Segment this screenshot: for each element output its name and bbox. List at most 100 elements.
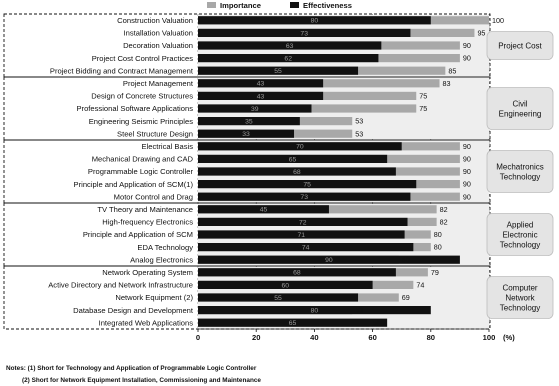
category-label-line: Network [505,294,535,303]
effectiveness-value: 72 [299,219,307,226]
row-label: Project Management [123,79,194,88]
importance-value: 90 [463,41,471,50]
row-label: EDA Technology [137,243,193,252]
effectiveness-value: 55 [274,295,282,302]
category-label-line: Computer [502,284,537,293]
effectiveness-bar [198,79,324,88]
category-label: Project Cost [498,42,542,51]
row-label: Professional Software Applications [76,104,193,113]
row-label: Network Equipment (2) [115,293,193,302]
category-label: Civil Engineering [499,100,542,119]
row-label: Integrated Web Applications [99,318,194,327]
note-2: (2) Short for Network Equipment Installa… [22,377,261,384]
effectiveness-value: 33 [242,131,250,138]
importance-value: 90 [463,192,471,201]
effectiveness-value: 90 [325,257,333,264]
category-box [486,276,554,319]
importance-value: 90 [463,167,471,176]
category-label: Applied Electronic Technology [500,221,540,250]
effectiveness-bar [198,318,388,327]
category-label-line: Technology [500,173,540,182]
category-label-line: Technology [500,241,540,250]
effectiveness-value: 80 [311,308,319,315]
category-label-line: Project Cost [498,42,542,51]
row-label: Steel Structure Design [117,129,193,138]
row-label: Analog Electronics [130,255,193,264]
importance-value: 90 [463,180,471,189]
importance-value: 79 [431,268,439,277]
effectiveness-bar [198,255,460,264]
category-label: Computer Network Technology [500,284,540,313]
row-label: Construction Valuation [117,16,193,25]
effectiveness-bar [198,180,417,189]
category-label: Mechatronics Technology [496,163,544,182]
category-box [486,87,554,130]
category-label-line: Mechatronics [496,163,544,172]
effectiveness-bar [198,66,359,75]
category-box [486,213,554,256]
effectiveness-value: 68 [293,270,301,277]
effectiveness-value: 55 [274,68,282,75]
effectiveness-value: 68 [293,169,301,176]
importance-value: 80 [434,243,442,252]
effectiveness-value: 75 [303,182,311,189]
effectiveness-value: 80 [311,18,319,25]
effectiveness-bar [198,28,411,37]
row-label: Active Directory and Network Infrastruct… [48,281,193,290]
row-label: Principle and Application of SCM [83,230,193,239]
x-unit-label: (%) [503,333,515,342]
importance-value: 53 [355,306,363,315]
effectiveness-value: 65 [289,156,297,163]
effectiveness-bar [198,167,396,176]
row-label: Design of Concrete Structures [91,92,193,101]
effectiveness-bar [198,41,382,50]
row-label: Motor Control and Drag [114,192,193,201]
importance-value: 74 [416,281,424,290]
importance-value: 90 [463,142,471,151]
importance-value: 69 [402,255,410,264]
category-box [486,31,554,60]
effectiveness-bar [198,154,388,163]
x-tick-label: 20 [252,333,260,342]
importance-value: 59 [373,318,381,327]
effectiveness-value: 43 [257,93,265,100]
row-label: Project Bidding and Contract Management [50,66,194,75]
x-tick-label: 100 [483,333,496,342]
x-tick-label: 0 [196,333,200,342]
effectiveness-bar [198,129,295,138]
effectiveness-value: 65 [289,320,297,327]
importance-value: 82 [440,218,448,227]
effectiveness-bar [198,230,405,239]
effectiveness-bar [198,16,431,25]
effectiveness-value: 35 [245,119,253,126]
effectiveness-bar [198,117,300,126]
category-box [486,150,554,193]
legend-importance-swatch [207,2,216,8]
effectiveness-bar [198,217,408,226]
effectiveness-bar [198,54,379,63]
legend-effectiveness-label: Effectiveness [303,1,352,10]
effectiveness-bar [198,91,324,100]
x-tick-label: 40 [310,333,318,342]
row-label: High-frequency Electronics [102,218,193,227]
importance-value: 80 [434,230,442,239]
row-label: Network Operating System [102,268,193,277]
effectiveness-bar [198,192,411,201]
row-label: Engineering Seismic Principles [89,117,193,126]
legend-effectiveness-swatch [290,2,299,8]
effectiveness-value: 43 [257,81,265,88]
effectiveness-bar [198,104,312,113]
importance-value: 100 [492,16,504,25]
category-label-line: Technology [500,304,540,313]
importance-value: 75 [419,104,427,113]
effectiveness-value: 63 [286,43,294,50]
row-label: TV Theory and Maintenance [97,205,193,214]
category-label-line: Applied [507,221,534,230]
importance-value: 90 [463,54,471,63]
effectiveness-value: 73 [300,30,308,37]
row-label: Programmable Logic Controller [88,167,194,176]
row-label: Database Design and Development [73,306,194,315]
effectiveness-bar [198,268,396,277]
